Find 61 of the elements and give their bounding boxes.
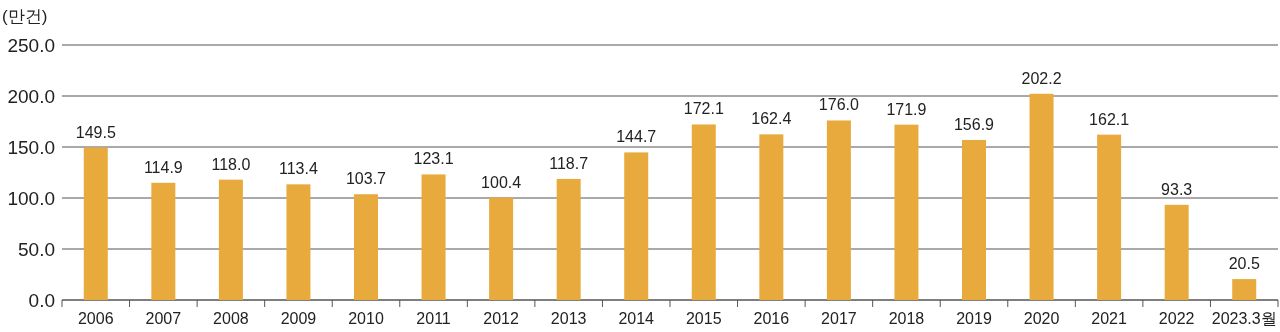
x-tick-label: 2012 bbox=[483, 310, 520, 327]
x-tick-label: 2015 bbox=[685, 310, 722, 327]
data-label: 162.1 bbox=[1089, 110, 1130, 128]
data-label: 20.5 bbox=[1228, 255, 1260, 273]
data-label: 149.5 bbox=[75, 123, 116, 141]
data-label: 118.7 bbox=[549, 154, 589, 172]
bar bbox=[489, 197, 514, 300]
x-tick-label: 2020 bbox=[1023, 310, 1060, 327]
bar bbox=[151, 182, 176, 300]
x-tick-label: 2019 bbox=[956, 310, 992, 327]
x-tick-label: 2022 bbox=[1158, 310, 1195, 327]
data-label: 113.4 bbox=[279, 160, 318, 178]
bar bbox=[1097, 134, 1122, 300]
bar bbox=[1029, 93, 1054, 300]
bar bbox=[759, 134, 784, 300]
x-tick-label: 2023.3월 bbox=[1211, 310, 1277, 327]
y-tick-label: 50.0 bbox=[18, 239, 55, 260]
y-tick-label: 200.0 bbox=[7, 86, 55, 107]
y-tick-label: 100.0 bbox=[7, 188, 55, 209]
data-label: 156.9 bbox=[953, 115, 995, 133]
x-tick-label: 2016 bbox=[753, 310, 790, 327]
y-tick-label: 150.0 bbox=[7, 137, 55, 158]
data-label: 144.7 bbox=[616, 128, 657, 146]
data-label: 202.2 bbox=[1021, 69, 1062, 87]
y-axis-title: (만건) bbox=[2, 7, 48, 26]
bar bbox=[826, 120, 851, 300]
bar bbox=[286, 184, 311, 300]
x-tick-label: 2008 bbox=[213, 310, 249, 327]
data-label: 114.9 bbox=[143, 158, 183, 176]
data-label: 176.0 bbox=[818, 96, 860, 114]
bar bbox=[962, 139, 986, 300]
y-tick-label: 0.0 bbox=[28, 290, 55, 311]
bar bbox=[556, 178, 581, 300]
data-label: 172.1 bbox=[683, 100, 724, 118]
data-label: 100.4 bbox=[481, 173, 522, 191]
bar bbox=[354, 194, 378, 300]
bar bbox=[83, 147, 108, 300]
x-tick-label: 2018 bbox=[888, 310, 925, 327]
bar bbox=[1164, 204, 1189, 300]
data-label: 118.0 bbox=[211, 155, 251, 173]
data-label: 93.3 bbox=[1161, 180, 1193, 198]
bar bbox=[894, 124, 919, 300]
x-tick-label: 2006 bbox=[77, 310, 114, 327]
x-tick-label: 2009 bbox=[280, 310, 317, 327]
data-label: 171.9 bbox=[886, 100, 927, 118]
x-tick-label: 2021 bbox=[1091, 310, 1128, 327]
data-label: 103.7 bbox=[345, 170, 387, 188]
bar bbox=[421, 174, 446, 300]
data-label: 162.4 bbox=[751, 110, 792, 128]
x-tick-label: 2010 bbox=[348, 310, 384, 327]
x-tick-label: 2007 bbox=[145, 310, 182, 327]
bar bbox=[1232, 279, 1257, 300]
bar bbox=[218, 179, 243, 300]
y-tick-label: 250.0 bbox=[7, 35, 55, 56]
x-tick-label: 2011 bbox=[416, 310, 451, 327]
x-tick-label: 2013 bbox=[550, 310, 587, 327]
x-tick-label: 2014 bbox=[618, 310, 655, 327]
bar bbox=[691, 124, 716, 300]
bar bbox=[624, 152, 649, 300]
x-tick-label: 2017 bbox=[821, 310, 857, 327]
data-label: 123.1 bbox=[413, 150, 454, 168]
